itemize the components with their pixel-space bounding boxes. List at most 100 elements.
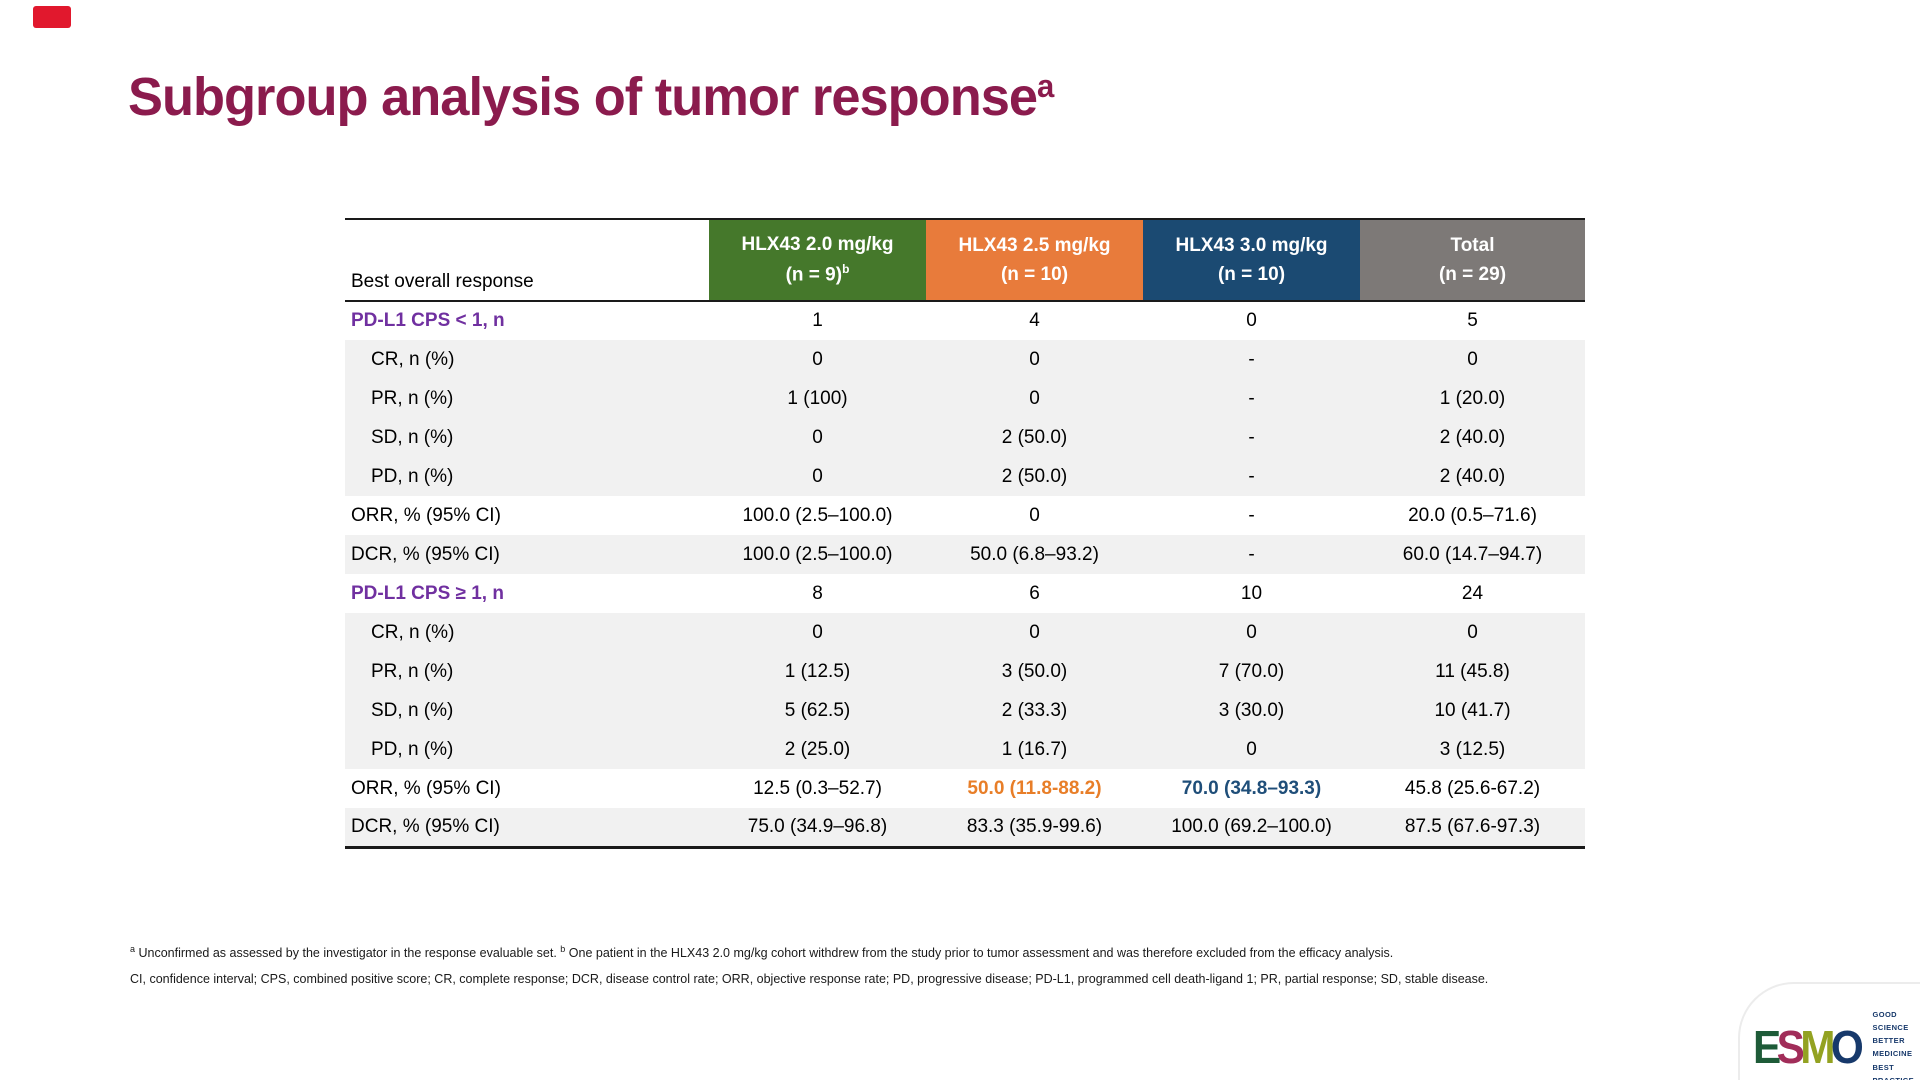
cell-value: 0 xyxy=(1029,504,1040,526)
table-body: PD-L1 CPS < 1, n 1 4 0 5 CR, n (%) 0 0-0 PR, n (… xyxy=(345,301,1585,847)
cell-value: 2 (50.0) xyxy=(926,457,1143,496)
cell-value: 0 xyxy=(926,379,1143,418)
cell-value: - xyxy=(1143,418,1360,457)
row-label: PD-L1 CPS < 1, n xyxy=(351,310,505,331)
cell-value: 2 (40.0) xyxy=(1360,457,1585,496)
cell-value: 100.0 (2.5–100.0) xyxy=(709,535,926,574)
esmo-tagline-line: BETTER MEDICINE xyxy=(1872,1036,1913,1059)
row-label: PD-L1 CPS ≥ 1, n xyxy=(351,582,504,604)
esmo-logo-letters: ESMO xyxy=(1753,1021,1864,1074)
cell-value: 0 xyxy=(926,613,1143,652)
cell-value: - xyxy=(1248,504,1255,526)
cell-value: 2 (40.0) xyxy=(1360,418,1585,457)
table-row: CR, n (%) 0 0 0 0 xyxy=(345,613,1585,652)
row-label: CR, n (%) xyxy=(345,340,709,379)
cell-value: 0 xyxy=(1143,730,1360,769)
page-title-superscript: a xyxy=(1037,68,1054,104)
cell-value: 0 xyxy=(709,340,926,379)
cell-value: 10 (41.7) xyxy=(1360,691,1585,730)
row-label: SD, n (%) xyxy=(345,691,709,730)
table-row: SD, n (%) 0 2 (50.0) -2 (40.0) xyxy=(345,418,1585,457)
cell-value: 2 (50.0) xyxy=(926,418,1143,457)
footnote-text-a: Unconfirmed as assessed by the investiga… xyxy=(138,946,557,961)
column-header-1: HLX43 2.5 mg/kg (n = 10) xyxy=(926,219,1143,301)
column-header-0: HLX43 2.0 mg/kg (n = 9)b xyxy=(709,219,926,301)
cell-value: - xyxy=(1143,379,1360,418)
esmo-logo-tagline: GOOD SCIENCE BETTER MEDICINE BEST PRACTICE xyxy=(1872,1008,1920,1080)
cell-value: 3 (50.0) xyxy=(926,652,1143,691)
cell-value: 0 xyxy=(1143,613,1360,652)
cell-value: 50.0 (11.8-88.2) xyxy=(967,777,1102,799)
table-row: CR, n (%) 0 0-0 xyxy=(345,340,1585,379)
cell-value: - xyxy=(1143,535,1360,574)
cell-value: 83.3 (35.9-99.6) xyxy=(926,808,1143,847)
table-row: PD-L1 CPS < 1, n 1 4 0 5 xyxy=(345,301,1585,340)
footnote-sup-b: b xyxy=(560,944,566,954)
row-label: PR, n (%) xyxy=(345,652,709,691)
cell-value: 8 xyxy=(812,582,823,604)
cell-value: 0 xyxy=(1246,310,1257,331)
cell-value: 5 xyxy=(1467,310,1478,331)
esmo-tagline-line: BEST PRACTICE xyxy=(1872,1062,1913,1080)
cell-value: 1 (20.0) xyxy=(1360,379,1585,418)
footnote-line-1: a Unconfirmed as assessed by the investi… xyxy=(130,936,1730,966)
cell-value: 2 (33.3) xyxy=(926,691,1143,730)
cell-value: 0 xyxy=(709,613,926,652)
cell-value: 0 xyxy=(709,457,926,496)
page-title: Subgroup analysis of tumor responsea xyxy=(128,66,1054,128)
table-header: Best overall response HLX43 2.0 mg/kg (n … xyxy=(345,219,1585,301)
table-row: PD-L1 CPS ≥ 1, n 8 6 10 24 xyxy=(345,574,1585,613)
column-header-3: Total (n = 29) xyxy=(1360,219,1585,301)
row-label: PR, n (%) xyxy=(345,379,709,418)
row-label: CR, n (%) xyxy=(345,613,709,652)
row-label: DCR, % (95% CI) xyxy=(345,535,709,574)
table-row: PR, n (%) 1 (100) 0-1 (20.0) xyxy=(345,379,1585,418)
cell-value: 5 (62.5) xyxy=(709,691,926,730)
cell-value: 70.0 (34.8–93.3) xyxy=(1181,777,1322,799)
row-label: SD, n (%) xyxy=(345,418,709,457)
table-row: DCR, % (95% CI) 75.0 (34.9–96.8) 83.3 (35.… xyxy=(345,808,1585,847)
cell-value: 10 xyxy=(1240,582,1263,604)
esmo-letter-o: O xyxy=(1830,1021,1864,1074)
table-row: PR, n (%) 1 (12.5) 3 (50.0) 7 (70.0) 11 (45.… xyxy=(345,652,1585,691)
cell-value: 4 xyxy=(1029,310,1040,331)
cell-value: 1 xyxy=(812,310,823,331)
footnotes: a Unconfirmed as assessed by the investi… xyxy=(130,936,1730,992)
cell-value: 0 xyxy=(709,418,926,457)
esmo-tagline-line: GOOD SCIENCE xyxy=(1872,1010,1909,1033)
footnote-text-b: One patient in the HLX43 2.0 mg/kg cohor… xyxy=(568,946,1394,961)
row-label: ORR, % (95% CI) xyxy=(351,504,501,526)
esmo-letter-e: E xyxy=(1753,1021,1781,1074)
cell-value: - xyxy=(1143,457,1360,496)
cell-value: 24 xyxy=(1461,582,1484,604)
esmo-logo: ESMO GOOD SCIENCE BETTER MEDICINE BEST PRA… xyxy=(1753,1008,1920,1080)
cell-value: 1 (100) xyxy=(709,379,926,418)
table-row: DCR, % (95% CI) 100.0 (2.5–100.0) 50.0 (6.… xyxy=(345,535,1585,574)
cell-value: 45.8 (25.6-67.2) xyxy=(1404,777,1541,799)
page-title-text: Subgroup analysis of tumor response xyxy=(128,67,1038,127)
cell-value: 2 (25.0) xyxy=(709,730,926,769)
cell-value: 87.5 (67.6-97.3) xyxy=(1360,808,1585,847)
cell-value: 0 xyxy=(1360,613,1585,652)
cell-value: 0 xyxy=(926,340,1143,379)
table-header-row: Best overall response HLX43 2.0 mg/kg (n … xyxy=(345,219,1585,301)
cell-value: 100.0 (2.5–100.0) xyxy=(742,504,893,526)
table-row: SD, n (%) 5 (62.5) 2 (33.3) 3 (30.0) 10 (41.… xyxy=(345,691,1585,730)
row-label-header: Best overall response xyxy=(345,219,709,301)
cell-value: 20.0 (0.5–71.6) xyxy=(1408,504,1537,526)
table-row: PD, n (%) 0 2 (50.0) -2 (40.0) xyxy=(345,457,1585,496)
table-row: PD, n (%) 2 (25.0) 1 (16.7) 0 3 (12.5) xyxy=(345,730,1585,769)
row-label: PD, n (%) xyxy=(345,730,709,769)
cell-value: 50.0 (6.8–93.2) xyxy=(926,535,1143,574)
logo-panel-border xyxy=(1738,982,1920,1080)
cell-value: 3 (30.0) xyxy=(1143,691,1360,730)
footnote-abbreviations: CI, confidence interval; CPS, combined p… xyxy=(130,972,1489,987)
esmo-letter-s: S xyxy=(1776,1021,1805,1074)
cell-value: 1 (16.7) xyxy=(926,730,1143,769)
cell-value: 100.0 (69.2–100.0) xyxy=(1143,808,1360,847)
esmo-letter-m: M xyxy=(1800,1021,1835,1074)
cell-value: 1 (12.5) xyxy=(709,652,926,691)
cell-value: 11 (45.8) xyxy=(1360,652,1585,691)
cell-value: 75.0 (34.9–96.8) xyxy=(709,808,926,847)
